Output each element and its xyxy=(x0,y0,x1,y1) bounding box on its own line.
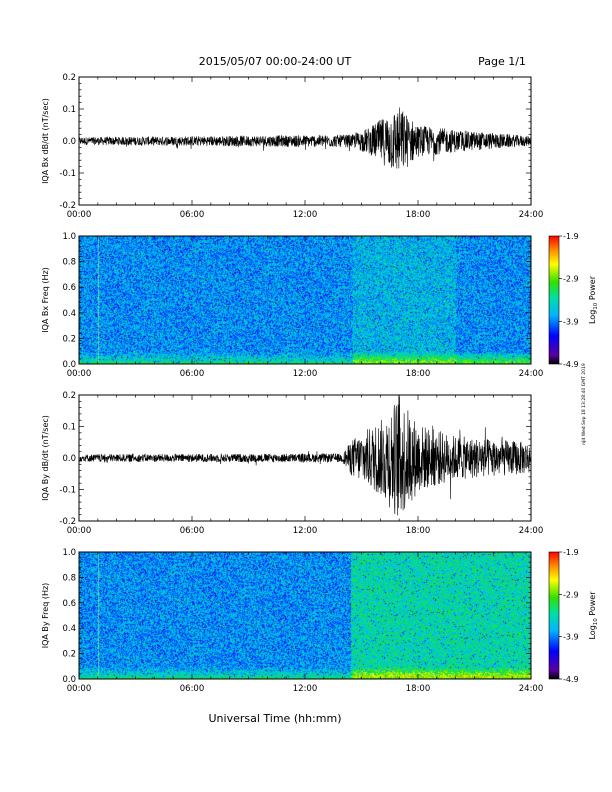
page-number: Page 1/1 xyxy=(478,55,526,68)
x-tick-label: 12:00 xyxy=(293,684,318,694)
panel-4-spectrogram xyxy=(79,552,531,679)
x-tick-label: 00:00 xyxy=(67,369,92,379)
y-tick-label: -0.1 xyxy=(59,169,76,179)
x-tick-label: 18:00 xyxy=(406,210,431,220)
y-tick-label: 0.2 xyxy=(62,73,76,83)
y-axis-label: IQA Bx Freq (Hz) xyxy=(41,267,50,333)
panel-2-spectrogram xyxy=(79,236,531,364)
panel-2-colorbar: -1.9 -2.9 -3.9 -4.9 Log10 Power xyxy=(548,232,599,369)
x-tick-label: 24:00 xyxy=(519,369,544,379)
colorbar-tick-label: -4.9 xyxy=(563,675,579,684)
y-tick-label: 0.2 xyxy=(62,334,76,344)
panel-3-series-line xyxy=(78,394,532,516)
colorbar-label: Log10 Power xyxy=(588,591,599,640)
x-tick-label: 24:00 xyxy=(519,526,544,536)
y-tick-label: 0.6 xyxy=(62,283,76,293)
y-tick-label: 1.0 xyxy=(62,232,76,242)
x-tick-label: 18:00 xyxy=(406,369,431,379)
colorbar-tick-label: -2.9 xyxy=(563,590,579,599)
y-tick-label: 0.1 xyxy=(62,423,76,433)
panel-3-axes: 00:00 06:00 12:00 18:00 24:00 0.2 0.1 0.0 -0.1 -0… xyxy=(41,391,543,536)
panel-4-axes: 00:00 06:00 12:00 18:00 24:00 1.0 0.8 0.6 0.4 0.2… xyxy=(41,548,543,694)
panels: 00:00 06:00 12:00 18:00 24:00 0.2 0.1 0.0 -0.1 -0… xyxy=(41,73,599,694)
generation-stamp: njit Wed Sep 18 13:28:40 GMT 2019 xyxy=(581,363,587,445)
panel-1-axes: 00:00 06:00 12:00 18:00 24:00 0.2 0.1 0.0 -0.1 -0… xyxy=(41,73,543,220)
y-tick-label: 0.2 xyxy=(62,391,76,401)
y-tick-label: 0.6 xyxy=(62,599,76,609)
x-tick-label: 06:00 xyxy=(180,210,205,220)
spectrogram-canvas xyxy=(79,236,531,364)
y-tick-label: -0.1 xyxy=(59,486,76,496)
colorbar-tick-label: -1.9 xyxy=(563,548,579,557)
y-tick-label: 0.0 xyxy=(62,675,76,685)
x-tick-label: 18:00 xyxy=(406,526,431,536)
colorbar-tick-label: -3.9 xyxy=(563,633,579,642)
panel-2-axes: 00:00 06:00 12:00 18:00 24:00 1.0 0.8 0.6 0.4 0.2… xyxy=(41,232,543,379)
y-tick-label: 0.1 xyxy=(62,105,76,115)
x-tick-label: 00:00 xyxy=(67,684,92,694)
y-tick-label: 0.2 xyxy=(62,650,76,660)
y-axis-label: IQA Bx dB/dt (nT/sec) xyxy=(41,98,50,184)
colorbar-tick-label: -1.9 xyxy=(563,232,579,241)
x-tick-label: 00:00 xyxy=(67,210,92,220)
x-tick-label: 06:00 xyxy=(180,526,205,536)
y-axis-label: IQA By Freq (Hz) xyxy=(41,583,50,649)
colorbar-scale xyxy=(548,551,560,680)
date-range-title: 2015/05/07 00:00-24:00 UT xyxy=(199,55,352,68)
x-tick-label: 24:00 xyxy=(519,684,544,694)
spectrogram-canvas xyxy=(79,552,531,679)
y-tick-label: -0.2 xyxy=(59,201,76,211)
y-tick-label: 0.4 xyxy=(62,309,76,319)
y-tick-label: 0.0 xyxy=(62,454,76,464)
y-tick-label: 1.0 xyxy=(62,548,76,558)
x-tick-label: 12:00 xyxy=(293,369,318,379)
x-tick-label: 12:00 xyxy=(293,526,318,536)
y-tick-label: 0.4 xyxy=(62,624,76,634)
panel-1-series-line xyxy=(78,107,532,169)
x-axis-label: Universal Time (hh:mm) xyxy=(209,712,342,725)
x-tick-label: 06:00 xyxy=(180,369,205,379)
colorbar-label: Log10 Power xyxy=(588,275,599,324)
y-tick-label: -0.2 xyxy=(59,517,76,527)
y-tick-label: 0.8 xyxy=(62,258,76,268)
x-tick-label: 18:00 xyxy=(406,684,431,694)
y-tick-label: 0.0 xyxy=(62,360,76,370)
x-tick-label: 06:00 xyxy=(180,684,205,694)
colorbar-tick-label: -3.9 xyxy=(563,317,579,326)
y-axis-label: IQA By dB/dt (nT/sec) xyxy=(41,415,50,501)
colorbar-tick-label: -4.9 xyxy=(563,360,579,369)
y-tick-label: 0.0 xyxy=(62,137,76,147)
x-tick-label: 00:00 xyxy=(67,526,92,536)
x-tick-label: 24:00 xyxy=(519,210,544,220)
x-tick-label: 12:00 xyxy=(293,210,318,220)
colorbar-tick-label: -2.9 xyxy=(563,275,579,284)
panel-4-colorbar: -1.9 -2.9 -3.9 -4.9 Log10 Power xyxy=(548,548,599,684)
y-tick-label: 0.8 xyxy=(62,573,76,583)
colorbar-scale xyxy=(548,235,560,365)
